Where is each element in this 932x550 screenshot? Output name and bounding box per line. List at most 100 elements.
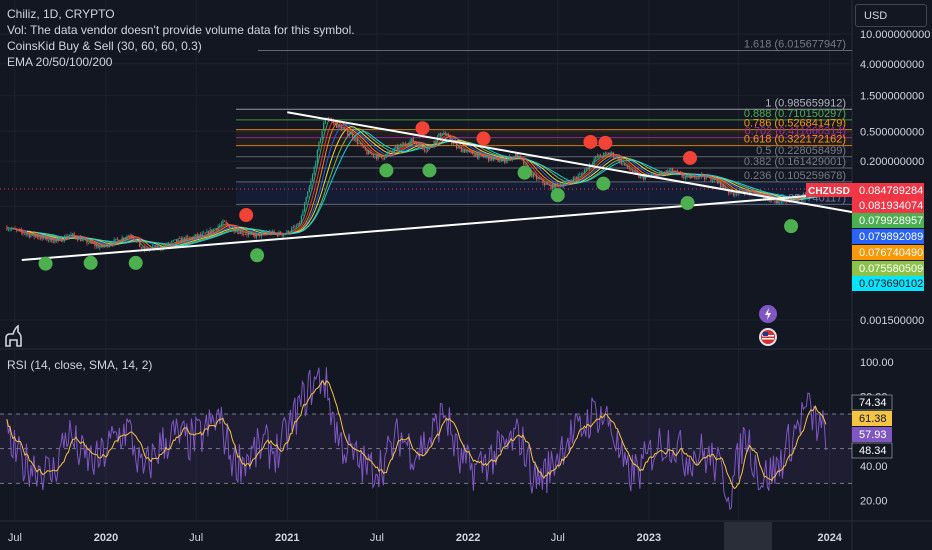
candle-body [305, 197, 307, 204]
us-flag-icon[interactable] [759, 328, 777, 346]
fibonacci-levels: 1.618 (6.015677947) 1 (0.985659912)0.888 … [0, 39, 852, 205]
candle-body [671, 168, 674, 172]
candle-body [452, 142, 454, 144]
candle-body [439, 133, 442, 136]
rsi-value-box [852, 427, 892, 442]
candle-body [111, 244, 114, 246]
candle-body [119, 240, 122, 243]
candle-body [145, 247, 147, 250]
candle-body [374, 155, 376, 157]
candle-body [31, 233, 34, 236]
candle-body [35, 236, 37, 238]
candle-body [567, 180, 570, 182]
candle-body [236, 231, 238, 233]
candle-body [57, 238, 59, 241]
candle-body [33, 233, 35, 237]
candle-body [681, 173, 683, 177]
candle-body [22, 232, 24, 234]
candle-body [316, 149, 318, 163]
candle-body [759, 193, 762, 195]
candle-body [257, 233, 259, 235]
candle-body [299, 223, 301, 224]
price-label-box [852, 261, 924, 276]
candle-body [433, 140, 435, 147]
candle-body [577, 175, 579, 178]
candle-body [425, 150, 427, 152]
indicator-coinskid[interactable]: CoinsKid Buy & Sell (30, 60, 60, 0.3) [7, 39, 202, 53]
candle-body [47, 240, 50, 242]
candle-body [43, 236, 45, 239]
candle-body [342, 128, 344, 131]
candle-body [222, 220, 224, 224]
candle-body [142, 247, 144, 249]
candle-body [758, 193, 760, 195]
candle-body [705, 174, 707, 180]
price-label-box [852, 213, 924, 228]
currency-button[interactable]: USD [855, 4, 927, 27]
candle-body [310, 180, 312, 187]
candle-body [404, 143, 406, 145]
candle-body [49, 237, 51, 241]
candle-body [465, 151, 467, 153]
candle-body [297, 223, 299, 227]
symbol-title[interactable]: Chiliz, 1D, CRYPTO [7, 7, 115, 21]
rsi-value-label: 57.93 [859, 429, 887, 441]
candle-body [369, 150, 371, 154]
indicator-ema[interactable]: EMA 20/50/100/200 [7, 55, 113, 69]
y-tick-label: 1.500000000 [860, 91, 924, 103]
candle-body [598, 154, 600, 158]
rsi-pane: RSI (14, close, SMA, 14, 2) [0, 358, 852, 511]
candle-body [427, 148, 429, 152]
candle-body [492, 158, 494, 161]
candle-body [67, 236, 69, 238]
candle-body [601, 156, 603, 158]
candle-body [615, 157, 618, 159]
candle-body [575, 177, 578, 179]
candle-body [406, 144, 408, 146]
candle-body [627, 164, 629, 168]
candle-body [201, 233, 203, 236]
candle-body [539, 178, 541, 180]
candle-body [551, 183, 554, 190]
candle-body [121, 237, 123, 241]
candle-body [271, 230, 274, 235]
candle-body [385, 154, 387, 158]
candle-body [510, 156, 512, 160]
candle-body [137, 241, 139, 242]
lightning-icon[interactable] [759, 305, 777, 323]
candle-body [748, 190, 750, 194]
candle-body [435, 140, 437, 142]
candle-body [131, 235, 133, 238]
trendlines[interactable] [21, 111, 860, 262]
candle-body [643, 175, 645, 180]
candle-body [6, 227, 8, 231]
rsi-value-box [851, 394, 893, 411]
candle-body [566, 180, 568, 183]
candle-body [183, 237, 186, 241]
rsi-value-label: 61.38 [859, 413, 887, 425]
candle-body [633, 170, 635, 172]
candle-body [595, 156, 597, 160]
tradingview-logo-icon[interactable] [3, 324, 29, 353]
candle-body [508, 156, 510, 159]
candle-body [163, 245, 165, 249]
candle-body [203, 232, 205, 234]
candle-body [487, 156, 490, 161]
price-label-value: 0.084789284 [859, 185, 923, 197]
candle-body [702, 173, 704, 177]
candle-body [151, 246, 154, 248]
candle-body [377, 154, 379, 159]
candle-body [543, 183, 546, 185]
candle-body [27, 234, 29, 235]
candle-body [732, 192, 734, 195]
candle-body [713, 178, 715, 181]
candle-body [572, 177, 574, 183]
candle-body [134, 239, 136, 242]
candle-body [28, 234, 30, 238]
buy-signal-dot [250, 248, 265, 263]
candle-body [95, 245, 98, 247]
candle-body [534, 173, 536, 175]
candle-body [523, 159, 525, 165]
